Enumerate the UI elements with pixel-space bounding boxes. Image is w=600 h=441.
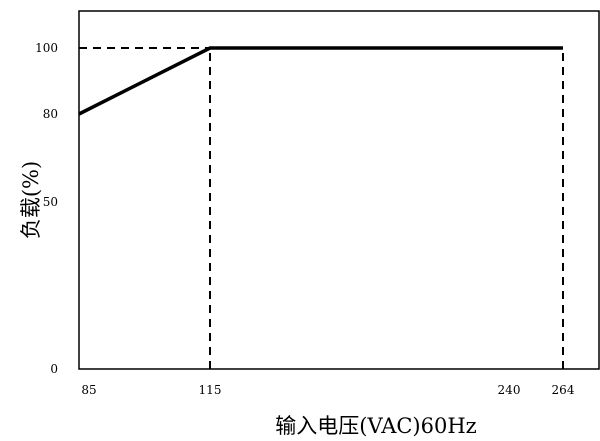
x-tick-label: 240 [498, 383, 521, 397]
x-tick-label: 115 [199, 383, 222, 397]
y-tick-label: 50 [43, 195, 58, 209]
x-tick-label: 264 [552, 383, 575, 397]
series-line-0 [78, 46, 563, 116]
y-tick-labels: 0 50 80 100 [35, 41, 58, 376]
series-group [78, 46, 563, 116]
x-tick-label: 85 [81, 383, 96, 397]
plot-frame [78, 10, 600, 370]
y-tick-label: 80 [43, 107, 58, 121]
y-axis-label: 负载(%) [19, 161, 43, 239]
x-tick-labels: 85 115 240 264 [81, 383, 574, 397]
reference-lines [79, 47, 564, 369]
x-axis-label: 输入电压(VAC)60Hz [275, 414, 476, 438]
y-tick-label: 0 [50, 362, 58, 376]
y-tick-label: 100 [35, 41, 58, 55]
